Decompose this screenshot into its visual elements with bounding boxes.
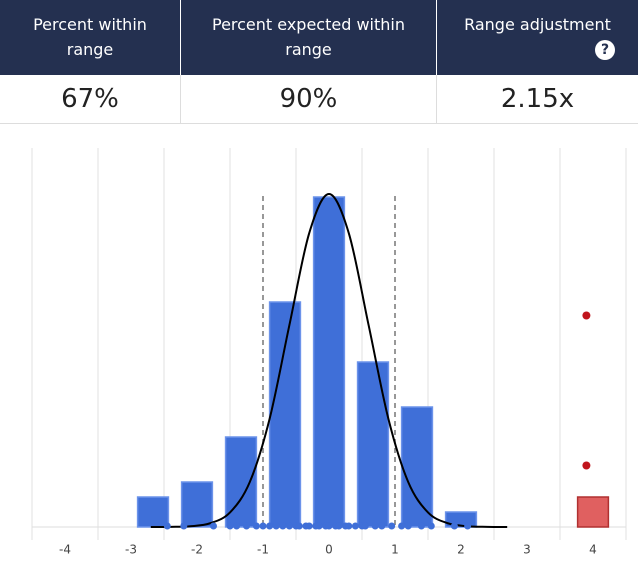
header-label: Range adjustment — [464, 15, 611, 34]
rug-point — [285, 522, 293, 530]
rug-point — [315, 522, 323, 530]
bar — [136, 496, 170, 528]
rug-point — [279, 522, 287, 530]
rug-point — [295, 522, 303, 530]
rug-point — [371, 522, 379, 530]
header-label: Percent within range — [33, 15, 147, 59]
chart: -4 -3 -2 -1 0 1 2 3 4 — [31, 148, 627, 557]
rug-point — [259, 522, 267, 530]
value-cell: 90% — [181, 75, 437, 123]
rug-point — [361, 522, 369, 530]
x-tick-label: 2 — [457, 543, 465, 557]
rug-point — [404, 522, 412, 530]
rug-point — [266, 522, 274, 530]
help-icon[interactable]: ? — [595, 40, 615, 60]
bar — [268, 301, 302, 528]
bar — [180, 481, 214, 528]
outlier-point — [582, 461, 591, 470]
value-cell: 2.15x — [500, 84, 575, 114]
x-tick-label: -1 — [257, 543, 269, 557]
rug-point — [180, 522, 188, 530]
header-label: Percent expected within range — [211, 15, 405, 59]
x-tick-label: 0 — [325, 543, 333, 557]
rug-point — [450, 522, 458, 530]
rug-point — [272, 522, 280, 530]
x-tick-label: 1 — [391, 543, 399, 557]
bar — [356, 361, 390, 528]
density-curve — [150, 192, 508, 528]
bar — [400, 406, 434, 528]
x-tick-label: 3 — [523, 543, 531, 557]
rug-point — [305, 522, 313, 530]
rug-point — [464, 522, 472, 530]
x-tick-label: -4 — [59, 543, 71, 557]
rug-point — [226, 522, 234, 530]
rug-point — [325, 522, 333, 530]
x-tick-label: -2 — [191, 543, 203, 557]
rug-point — [163, 522, 171, 530]
header-cell: Range adjustment? — [437, 0, 638, 75]
rug-point — [388, 522, 396, 530]
rug-point — [378, 522, 386, 530]
rug-point — [345, 522, 353, 530]
rug-point — [210, 522, 217, 530]
rug-point — [243, 522, 250, 530]
header-cell: Percent expected within range — [181, 0, 437, 75]
outlier-point — [582, 311, 591, 320]
header: Percent within range Percent expected wi… — [0, 0, 638, 75]
rug-point — [252, 522, 260, 530]
x-tick-label: 4 — [589, 543, 597, 557]
bar — [312, 196, 346, 528]
value-cell: 67% — [0, 75, 181, 123]
rug-point — [427, 522, 435, 530]
rug-point — [417, 522, 425, 530]
header-cell: Percent within range — [0, 0, 181, 75]
rug-point — [233, 522, 241, 530]
rug-point — [398, 522, 406, 530]
rug-point — [335, 522, 343, 530]
outlier-bar — [576, 496, 610, 528]
x-tick-label: -3 — [125, 543, 137, 557]
rug-point — [351, 522, 359, 530]
values-row: 67% 90% 2.15x — [0, 75, 638, 124]
